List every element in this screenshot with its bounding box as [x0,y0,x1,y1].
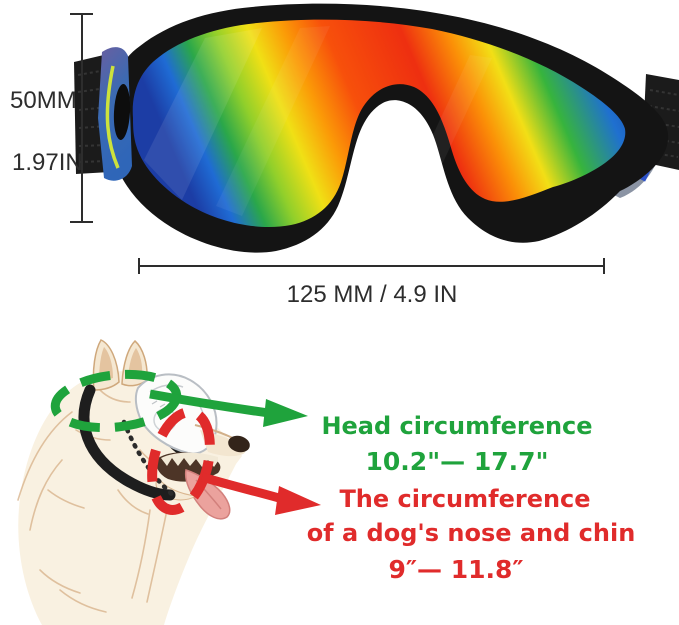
left-strap-clip [98,47,132,181]
halter-chain-strap [121,419,177,499]
head-circumference-arrowhead [263,399,308,427]
nose-circumference-label-line2: of a dog's nose and chin [306,519,636,547]
goggles-lens [132,19,626,227]
height-label-in: 1.97IN [12,149,83,176]
head-circumference-arrow-line [149,389,277,419]
nose-circumference-label-line3: 9″— 11.8″ [388,555,524,584]
nose-circumference-label-line1: The circumference [339,485,591,513]
height-dimension-cap-bottom [70,221,93,223]
height-label-mm: 50MM [10,87,77,114]
goggles-illustration [74,3,679,253]
lens-highlight [144,26,492,216]
head-circumference-label-line1: Head circumference [321,412,593,440]
head-circumference-label-line2: 10.2"— 17.7" [365,447,549,476]
dog-ear-left [92,339,120,391]
nose-circumference-arrowhead [275,486,321,515]
width-dimension-line [138,265,605,267]
width-label: 125 MM / 4.9 IN [286,281,458,308]
dog-nose [228,435,250,453]
halter-strap [78,384,176,501]
nose-circumference-ellipse [147,407,215,515]
dog-illustration [17,339,321,625]
height-dimension-line [81,14,83,222]
height-dimension-cap-top [70,13,93,15]
width-dimension-cap-right [603,258,605,274]
width-dimension-cap-left [138,258,140,274]
